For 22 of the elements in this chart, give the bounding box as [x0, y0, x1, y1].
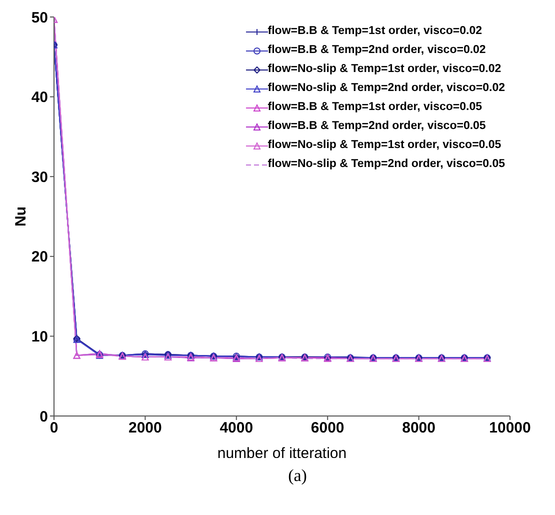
- x-tick-label: 2000: [128, 420, 162, 437]
- legend-label: flow=No-slip & Temp=1st order, visco=0.05: [268, 138, 502, 153]
- legend-label: flow=B.B & Temp=1st order, visco=0.02: [268, 24, 482, 39]
- legend-label: flow=B.B & Temp=2nd order, visco=0.02: [268, 43, 486, 58]
- legend-label: flow=B.B & Temp=2nd order, visco=0.05: [268, 119, 486, 134]
- y-tick-label: 10: [31, 328, 48, 346]
- y-tick-label: 40: [31, 89, 48, 106]
- x-tick-label: 10000: [489, 420, 531, 437]
- y-tick-label: 30: [31, 168, 48, 186]
- y-axis-title: Nu: [12, 206, 30, 226]
- legend-label: flow=No-slip & Temp=1st order, visco=0.02: [268, 62, 502, 77]
- x-tick-label: 4000: [220, 420, 254, 437]
- y-tick-label: 0: [40, 408, 48, 426]
- legend-label: flow=B.B & Temp=1st order, visco=0.05: [268, 100, 482, 115]
- y-tick-label: 50: [31, 9, 48, 26]
- x-tick-label: 8000: [402, 420, 436, 437]
- x-axis-title: number of itteration: [217, 445, 347, 462]
- x-tick-label: 6000: [310, 420, 344, 437]
- legend-label: flow=No-slip & Temp=2nd order, visco=0.05: [268, 157, 505, 172]
- legend-label: flow=No-slip & Temp=2nd order, visco=0.02: [268, 81, 505, 96]
- y-tick-label: 20: [31, 248, 48, 266]
- text: (a): [287, 466, 308, 486]
